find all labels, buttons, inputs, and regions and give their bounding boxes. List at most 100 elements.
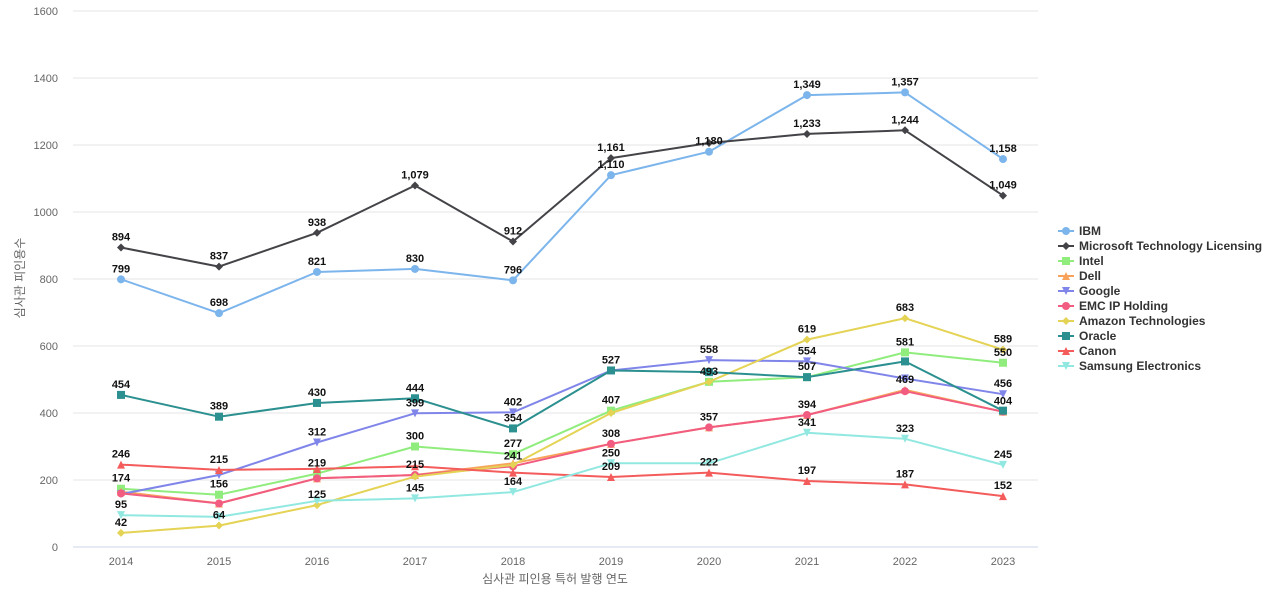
- data-point-amazon-technologies-2015: [215, 521, 223, 530]
- x-tick-label: 2014: [109, 556, 133, 568]
- y-tick-label: 1000: [34, 207, 58, 219]
- data-label: 796: [504, 264, 522, 276]
- y-tick-label: 600: [40, 341, 58, 353]
- data-point-canon-2021: [803, 477, 811, 486]
- data-point-ibm-2015: [215, 309, 223, 318]
- data-point-microsoft-technology-licensing-2016: [313, 228, 321, 237]
- series-line-ibm: [120, 91, 1004, 315]
- data-point-oracle-2023: [999, 406, 1007, 415]
- data-label: 444: [406, 382, 425, 394]
- x-tick-label: 2019: [599, 556, 623, 568]
- data-label: 95: [115, 499, 127, 511]
- data-label: 1,180: [695, 136, 723, 148]
- data-point-oracle-2015: [215, 412, 223, 421]
- legend-marker: [1062, 317, 1070, 325]
- data-point-oracle-2016: [313, 398, 321, 407]
- series-amazon-technologies: [117, 314, 1007, 537]
- data-point-samsung-electronics-2022: [901, 434, 909, 443]
- legend-marker: [1062, 272, 1070, 280]
- data-point-ibm-2019: [607, 171, 615, 180]
- x-tick-label: 2016: [305, 556, 329, 568]
- data-label: 197: [798, 465, 816, 477]
- data-point-amazon-technologies-2016: [313, 501, 321, 510]
- data-point-canon-2016: [313, 464, 321, 473]
- data-point-intel-2018: [509, 450, 517, 459]
- legend-label: EMC IP Holding: [1079, 299, 1168, 313]
- data-label: 837: [210, 251, 228, 263]
- legend-item-oracle[interactable]: Oracle: [1058, 329, 1117, 343]
- series-microsoft-technology-licensing: [117, 126, 1007, 271]
- legend-label: Google: [1079, 284, 1121, 298]
- legend-item-dell[interactable]: Dell: [1058, 269, 1101, 283]
- series-canon: [117, 460, 1007, 501]
- data-point-canon-2022: [901, 480, 909, 489]
- series-dell: [117, 385, 1007, 508]
- data-point-ibm-2017: [411, 264, 419, 273]
- data-label: 312: [308, 426, 326, 438]
- legend-label: IBM: [1079, 224, 1101, 238]
- data-point-google-2016: [313, 438, 321, 447]
- x-tick-label: 2022: [893, 556, 917, 568]
- data-point-google-2018: [509, 408, 517, 417]
- data-point-samsung-electronics-2017: [411, 494, 419, 503]
- series-oracle: [117, 357, 1007, 433]
- data-label: 799: [112, 263, 130, 275]
- data-point-canon-2019: [607, 472, 615, 481]
- data-label: 394: [798, 399, 817, 411]
- data-label: 456: [994, 378, 1012, 390]
- data-point-ibm-2021: [803, 91, 811, 100]
- data-point-amazon-technologies-2014: [117, 528, 125, 537]
- data-label: 430: [308, 387, 326, 399]
- data-label: 341: [798, 417, 816, 429]
- legend-item-microsoft-technology-licensing[interactable]: Microsoft Technology Licensing: [1058, 239, 1262, 253]
- legend-item-ibm[interactable]: IBM: [1058, 224, 1101, 238]
- data-label: 152: [994, 480, 1012, 492]
- legend-label: Dell: [1079, 269, 1101, 283]
- legend-item-emc-ip-holding[interactable]: EMC IP Holding: [1058, 299, 1168, 313]
- legend-marker: [1062, 347, 1070, 355]
- legend-item-google[interactable]: Google: [1058, 284, 1121, 298]
- data-point-microsoft-technology-licensing-2020: [705, 138, 713, 147]
- y-axis-title: 심사관 피인용수: [13, 238, 27, 319]
- data-point-emc-ip-holding-2021: [803, 411, 811, 420]
- data-label: 300: [406, 431, 424, 443]
- legend-marker: [1062, 302, 1070, 310]
- legend-marker: [1062, 257, 1070, 265]
- data-point-samsung-electronics-2016: [313, 496, 321, 505]
- data-point-amazon-technologies-2021: [803, 335, 811, 344]
- data-label: 527: [602, 354, 620, 366]
- data-point-samsung-electronics-2015: [215, 512, 223, 521]
- legend-item-intel[interactable]: Intel: [1058, 254, 1104, 268]
- legend-item-samsung-electronics[interactable]: Samsung Electronics: [1058, 359, 1201, 373]
- data-label: 1,161: [597, 142, 625, 154]
- data-point-microsoft-technology-licensing-2017: [411, 181, 419, 190]
- legend-label: Microsoft Technology Licensing: [1079, 239, 1262, 253]
- data-point-emc-ip-holding-2020: [705, 423, 713, 432]
- data-point-canon-2017: [411, 462, 419, 471]
- data-label: 399: [406, 397, 424, 409]
- data-label: 64: [213, 510, 226, 522]
- x-axis-title: 심사관 피인용 특허 발행 연도: [482, 571, 628, 586]
- data-point-google-2020: [705, 356, 713, 365]
- data-point-oracle-2021: [803, 373, 811, 382]
- y-tick-label: 800: [40, 274, 58, 286]
- legend-label: Intel: [1079, 254, 1104, 268]
- data-point-microsoft-technology-licensing-2019: [607, 154, 615, 163]
- data-label: 354: [504, 412, 523, 424]
- legend-item-amazon-technologies[interactable]: Amazon Technologies: [1058, 314, 1206, 328]
- y-tick-label: 1200: [34, 140, 58, 152]
- data-label: 1,244: [891, 114, 919, 126]
- grid-lines: [73, 10, 1038, 481]
- legend-item-canon[interactable]: Canon: [1058, 344, 1116, 358]
- data-label: 308: [602, 428, 620, 440]
- data-label: 407: [602, 395, 620, 407]
- data-point-microsoft-technology-licensing-2021: [803, 129, 811, 138]
- data-label: 125: [308, 489, 326, 501]
- data-point-samsung-electronics-2020: [705, 459, 713, 468]
- data-point-ibm-2014: [117, 275, 125, 284]
- data-label: 219: [308, 458, 326, 470]
- series-ibm: [117, 88, 1007, 318]
- data-label: 187: [896, 468, 914, 480]
- data-label: 277: [504, 438, 522, 450]
